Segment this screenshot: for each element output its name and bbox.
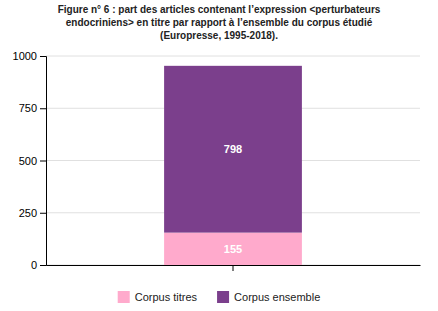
y-tick-mark: [40, 213, 46, 214]
y-tick-mark: [40, 56, 46, 57]
series: [164, 233, 302, 265]
legend-label: Corpus titres: [135, 291, 198, 303]
chart: Figure n° 6 : part des articles contenan…: [0, 0, 438, 311]
y-tick-label: 1000: [13, 50, 37, 62]
data-label: 155: [224, 243, 242, 255]
legend-swatch: [118, 291, 130, 303]
x-tick: [233, 265, 234, 271]
grid-line: [46, 56, 420, 57]
legend: Corpus titres Corpus ensemble: [118, 291, 321, 303]
plot: 155 798 0 250 500 750 1000: [13, 50, 421, 271]
y-tick-mark: [40, 265, 46, 266]
y-tick: 750: [19, 102, 46, 114]
x-tick-mark: [233, 265, 234, 271]
data-label: 798: [224, 143, 242, 155]
bar: [164, 233, 302, 265]
legend-swatch: [217, 291, 229, 303]
y-axis-line: [40, 57, 47, 266]
y-tick-label: 250: [19, 207, 37, 219]
x-axis: [47, 265, 421, 271]
bars: [164, 66, 302, 265]
y-tick: 1000: [13, 50, 46, 62]
y-tick-label: 0: [31, 259, 37, 271]
y-tick: 500: [19, 155, 46, 167]
series: [164, 66, 302, 233]
y-tick-mark: [40, 161, 46, 162]
data-labels: 155 798: [224, 143, 242, 255]
y-tick-label: 500: [19, 155, 37, 167]
legend-item: Corpus ensemble: [217, 291, 320, 303]
grid: [46, 56, 420, 265]
title-line: (Europresse, 1995-2018).: [160, 30, 278, 41]
y-tick-mark: [40, 108, 46, 109]
y-tick-label: 750: [19, 102, 37, 114]
title-line: endocriniens> en titre par rapport à l’e…: [66, 17, 373, 28]
y-tick: 0: [31, 259, 46, 271]
y-axis: 0 250 500 750 1000: [13, 50, 47, 271]
bar: [164, 66, 302, 233]
title-line: Figure n° 6 : part des articles contenan…: [58, 4, 381, 15]
legend-label: Corpus ensemble: [234, 291, 320, 303]
title: Figure n° 6 : part des articles contenan…: [58, 4, 381, 41]
y-tick: 250: [19, 207, 46, 219]
legend-item: Corpus titres: [118, 291, 198, 303]
